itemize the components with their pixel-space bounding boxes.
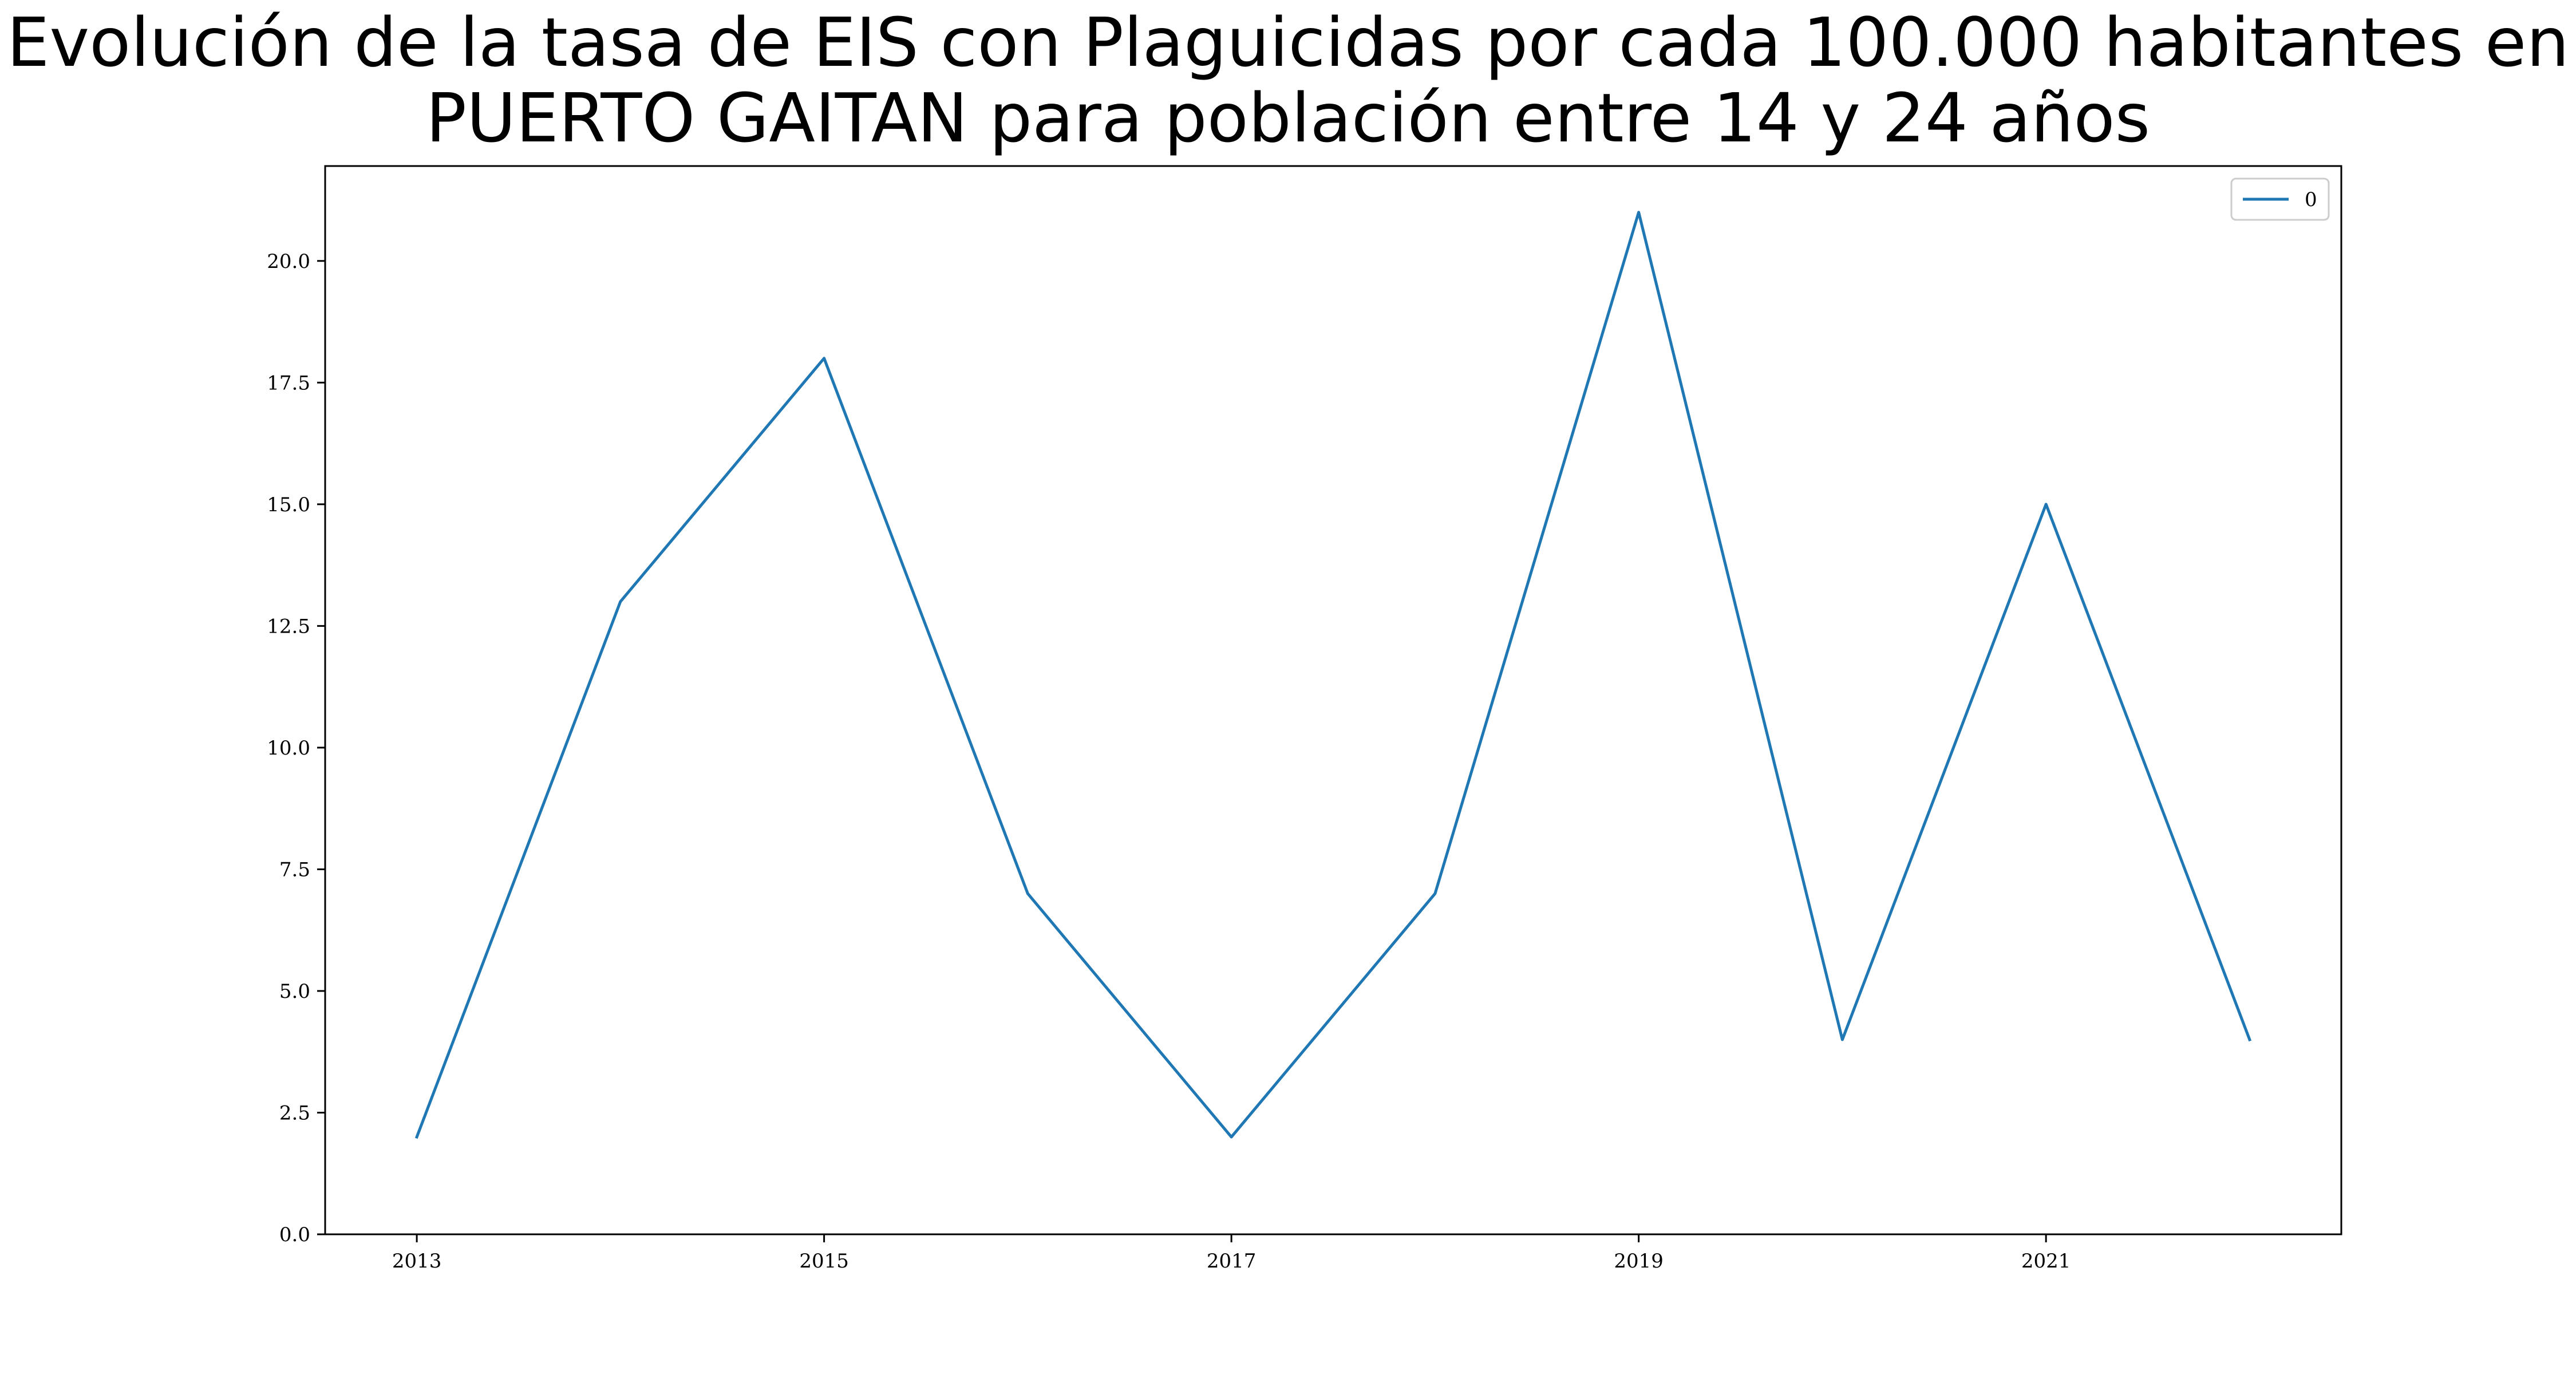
data-point-2016 <box>1026 893 1029 895</box>
y-tick-label: 12.5 <box>267 615 310 638</box>
data-point-2019 <box>1638 211 1640 214</box>
y-tick-label: 10.0 <box>267 737 310 760</box>
data-point-2018 <box>1434 893 1436 895</box>
x-tick-label: 2015 <box>799 1250 849 1273</box>
data-point-2022 <box>2249 1039 2251 1041</box>
chart-title-line-2: PUERTO GAITAN para población entre 14 y … <box>425 78 2151 157</box>
data-point-2020 <box>1841 1039 1843 1041</box>
y-tick-label: 15.0 <box>267 493 310 516</box>
data-point-2021 <box>2045 503 2047 506</box>
y-axis: 0.0 2.5 5.0 7.5 10.0 12.5 15.0 17.5 20.0 <box>267 250 325 1246</box>
data-point-2017 <box>1230 1136 1232 1138</box>
y-tick-label: 17.5 <box>267 372 310 394</box>
legend-label: 0 <box>2305 188 2317 211</box>
legend: 0 <box>2230 177 2330 221</box>
y-tick-label: 0.0 <box>279 1223 310 1246</box>
y-tick-label: 5.0 <box>279 980 310 1003</box>
series-layer <box>414 211 2252 1139</box>
chart-title: Evolución de la tasa de EIS con Plaguici… <box>0 5 2576 156</box>
y-tick-label: 20.0 <box>267 250 310 273</box>
x-tick-label: 2013 <box>392 1250 442 1273</box>
data-point-2014 <box>619 601 622 603</box>
x-axis: 2013 2015 2017 2019 2021 <box>392 1234 2071 1273</box>
chart-title-line-1: Evolución de la tasa de EIS con Plaguici… <box>6 3 2570 82</box>
series-line-0 <box>414 211 2252 1139</box>
x-tick-label: 2017 <box>1207 1250 1257 1273</box>
x-tick-label: 2019 <box>1614 1250 1664 1273</box>
data-point-2013 <box>416 1136 418 1138</box>
axes-frame <box>324 165 2342 1235</box>
y-tick-label: 7.5 <box>279 858 310 881</box>
x-tick-label: 2021 <box>2021 1250 2071 1273</box>
plot-area <box>324 165 2342 1235</box>
data-point-2015 <box>823 357 825 360</box>
y-tick-label: 2.5 <box>279 1101 310 1124</box>
